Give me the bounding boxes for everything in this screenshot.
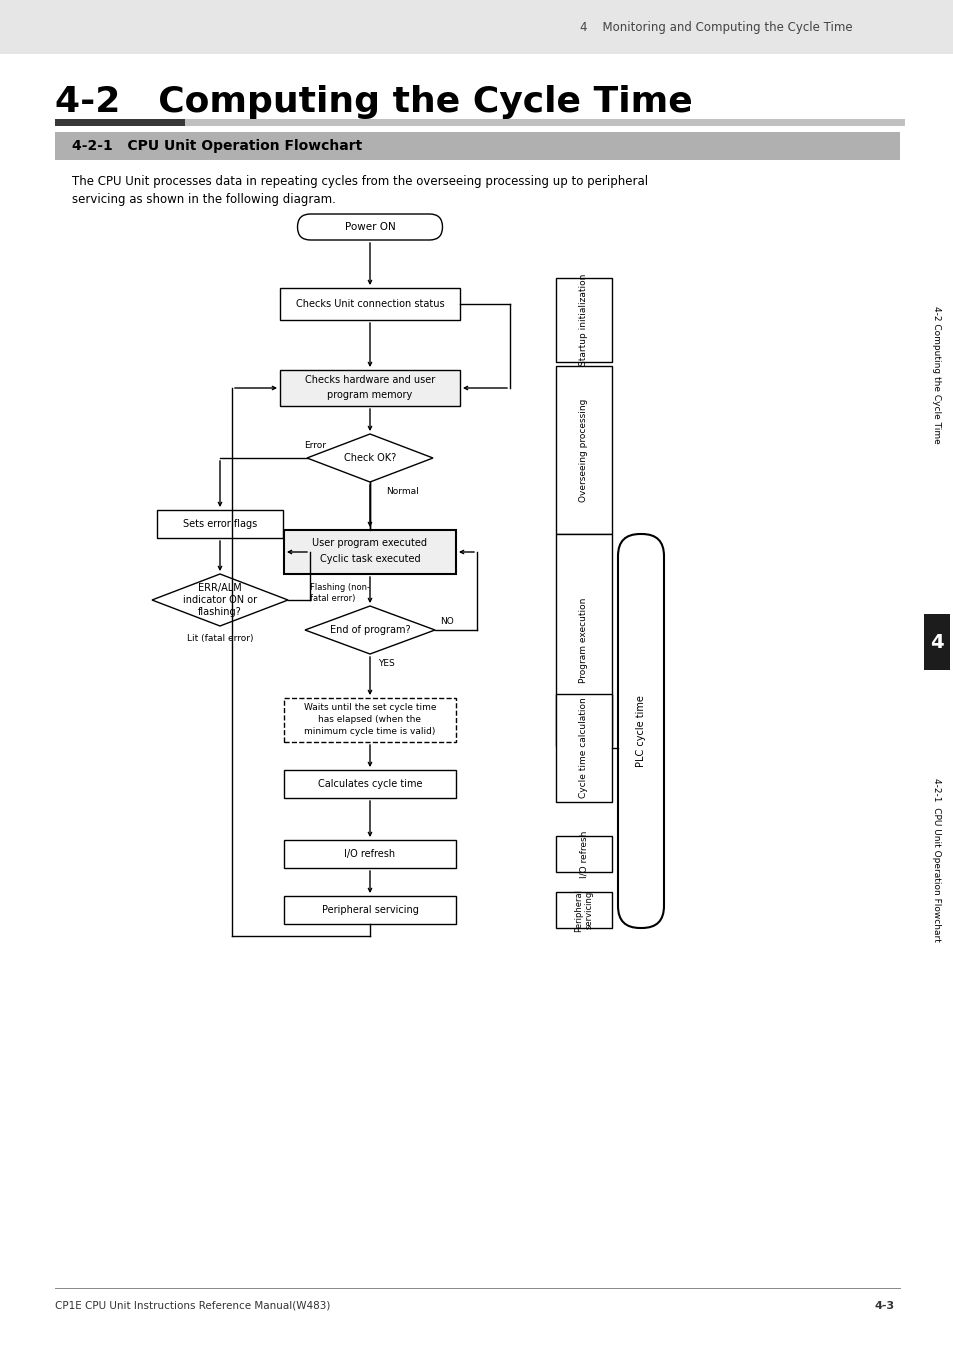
FancyBboxPatch shape [923,710,949,1010]
Polygon shape [305,606,435,653]
Text: Power ON: Power ON [344,221,395,232]
Text: Cycle time calculation: Cycle time calculation [578,698,588,798]
Text: Error: Error [304,441,326,451]
FancyBboxPatch shape [297,215,442,240]
Text: PLC cycle time: PLC cycle time [636,695,645,767]
Text: Normal: Normal [386,487,418,497]
Text: fatal error): fatal error) [310,594,355,602]
FancyBboxPatch shape [923,240,949,510]
FancyBboxPatch shape [284,531,456,574]
Text: Sets error flags: Sets error flags [183,518,257,529]
FancyBboxPatch shape [185,119,904,126]
Text: I/O refresh: I/O refresh [344,849,395,859]
Text: has elapsed (when the: has elapsed (when the [318,716,421,725]
Text: Calculates cycle time: Calculates cycle time [317,779,422,788]
Text: program memory: program memory [327,390,413,400]
Text: ERR/ALM: ERR/ALM [198,583,242,593]
Text: User program executed: User program executed [313,539,427,548]
FancyBboxPatch shape [556,535,612,747]
Text: Waits until the set cycle time: Waits until the set cycle time [303,703,436,713]
FancyBboxPatch shape [556,278,612,362]
Text: 4: 4 [929,633,943,652]
Text: 4-3: 4-3 [874,1301,894,1311]
Text: Startup initialization: Startup initialization [578,274,588,366]
Text: 4    Monitoring and Computing the Cycle Time: 4 Monitoring and Computing the Cycle Tim… [579,20,852,34]
FancyBboxPatch shape [923,614,949,670]
FancyBboxPatch shape [284,769,456,798]
Text: End of program?: End of program? [330,625,410,634]
Text: Checks hardware and user: Checks hardware and user [305,375,435,385]
Text: Check OK?: Check OK? [343,454,395,463]
Text: Checks Unit connection status: Checks Unit connection status [295,298,444,309]
Text: Cyclic task executed: Cyclic task executed [319,554,420,564]
FancyBboxPatch shape [0,0,953,54]
Text: 4-2-1  CPU Unit Operation Flowchart: 4-2-1 CPU Unit Operation Flowchart [931,778,941,942]
Text: I/O refresh: I/O refresh [578,830,588,878]
FancyBboxPatch shape [618,535,663,927]
FancyBboxPatch shape [556,366,612,535]
Text: Program execution: Program execution [578,597,588,683]
FancyBboxPatch shape [556,892,612,927]
Text: 4-2   Computing the Cycle Time: 4-2 Computing the Cycle Time [55,85,692,119]
Text: 4-2-1   CPU Unit Operation Flowchart: 4-2-1 CPU Unit Operation Flowchart [71,139,362,153]
FancyBboxPatch shape [556,836,612,872]
Text: flashing?: flashing? [198,608,242,617]
Text: Flashing (non-: Flashing (non- [310,583,370,593]
Text: Peripheral
servicing: Peripheral servicing [574,888,593,932]
Text: servicing as shown in the following diagram.: servicing as shown in the following diag… [71,193,335,205]
Text: indicator ON or: indicator ON or [183,595,256,605]
FancyBboxPatch shape [55,132,899,161]
FancyBboxPatch shape [284,698,456,743]
FancyBboxPatch shape [55,119,185,126]
FancyBboxPatch shape [284,840,456,868]
FancyBboxPatch shape [157,510,283,539]
Text: Overseeing processing: Overseeing processing [578,398,588,502]
Text: NO: NO [439,617,454,626]
FancyBboxPatch shape [284,896,456,923]
Text: YES: YES [377,660,395,668]
Text: minimum cycle time is valid): minimum cycle time is valid) [304,728,436,737]
FancyBboxPatch shape [280,288,459,320]
Text: Lit (fatal error): Lit (fatal error) [187,633,253,643]
Polygon shape [307,433,433,482]
FancyBboxPatch shape [280,370,459,406]
Polygon shape [152,574,288,626]
Text: 4-2 Computing the Cycle Time: 4-2 Computing the Cycle Time [931,306,941,444]
Text: Peripheral servicing: Peripheral servicing [321,904,418,915]
FancyBboxPatch shape [556,694,612,802]
Text: The CPU Unit processes data in repeating cycles from the overseeing processing u: The CPU Unit processes data in repeating… [71,176,647,189]
Text: CP1E CPU Unit Instructions Reference Manual(W483): CP1E CPU Unit Instructions Reference Man… [55,1301,330,1311]
